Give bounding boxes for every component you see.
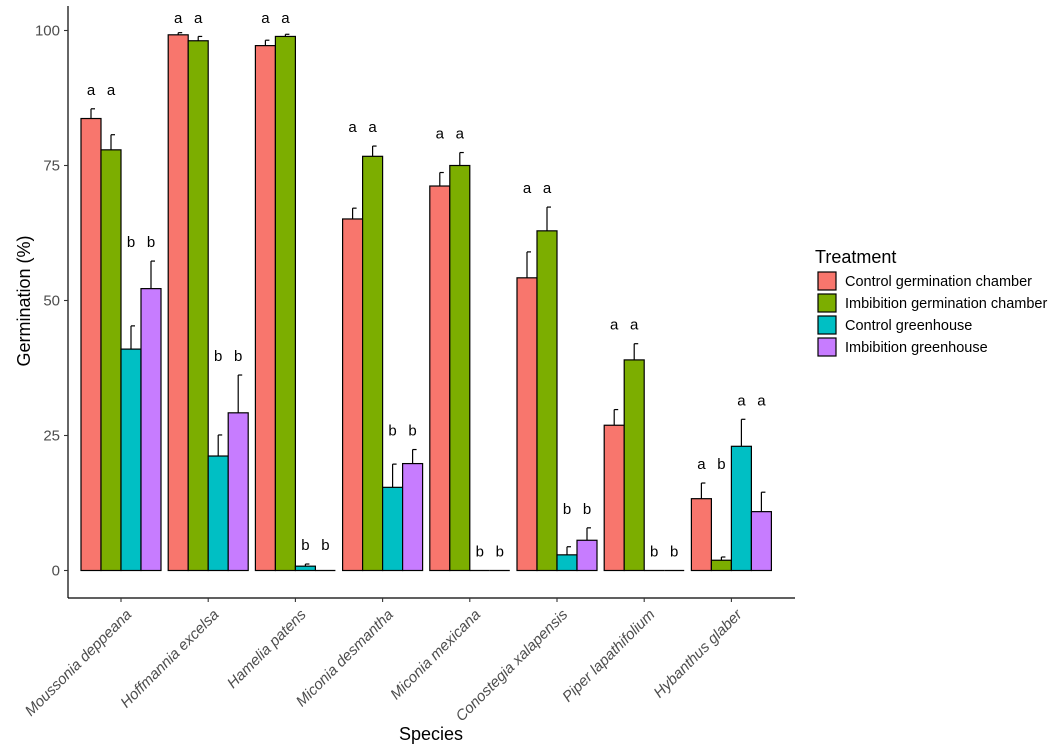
significance-label: b bbox=[214, 348, 222, 365]
significance-label: a bbox=[194, 10, 203, 27]
legend-swatch bbox=[817, 293, 837, 313]
bar bbox=[402, 462, 424, 572]
significance-label: a bbox=[107, 82, 116, 99]
bar bbox=[167, 34, 189, 572]
significance-label: b bbox=[496, 544, 504, 561]
bar bbox=[449, 164, 471, 572]
legend: Treatment Control germination chamber Imb… bbox=[815, 247, 1047, 357]
bar bbox=[556, 554, 578, 572]
bar bbox=[100, 149, 122, 572]
significance-label: a bbox=[630, 317, 639, 334]
y-tick-label: 0 bbox=[52, 563, 60, 580]
significance-labels-layer: a ab ba ab ba ab ba ab ba ab ba ab ba ab ba ba a bbox=[87, 10, 766, 561]
bar bbox=[227, 412, 249, 572]
x-category-label: Miconia desmantha bbox=[293, 606, 397, 710]
significance-label: a bbox=[697, 456, 706, 473]
x-category-label: Hybanthus glaber bbox=[650, 606, 746, 702]
significance-label: a bbox=[456, 126, 465, 143]
bar bbox=[120, 348, 142, 572]
y-tick-label: 75 bbox=[43, 158, 60, 175]
bar bbox=[710, 559, 733, 572]
significance-label: a bbox=[543, 180, 552, 197]
bar bbox=[207, 455, 229, 572]
significance-label: b bbox=[408, 423, 416, 440]
bar bbox=[623, 359, 645, 572]
x-category-label: Hamelia patens bbox=[224, 606, 310, 692]
significance-label: a bbox=[523, 180, 532, 197]
bar bbox=[730, 445, 753, 572]
legend-swatch bbox=[817, 337, 837, 357]
bar bbox=[342, 218, 364, 572]
significance-label: a bbox=[737, 392, 746, 409]
significance-label: a bbox=[261, 10, 270, 27]
significance-label: b bbox=[234, 348, 242, 365]
legend-label: Control greenhouse bbox=[845, 318, 972, 334]
bar bbox=[382, 486, 404, 572]
significance-label: a bbox=[436, 126, 445, 143]
legend-swatch bbox=[817, 271, 837, 291]
y-axis-title: Germination (%) bbox=[14, 235, 34, 366]
bar bbox=[750, 511, 773, 572]
bar bbox=[187, 40, 209, 572]
bar bbox=[536, 230, 558, 572]
significance-label: b bbox=[563, 501, 571, 518]
bar bbox=[690, 498, 713, 572]
significance-label: a bbox=[368, 119, 377, 136]
significance-label: b bbox=[301, 537, 309, 554]
x-category-label: Miconia mexicana bbox=[387, 606, 484, 703]
bar bbox=[603, 424, 625, 572]
legend-label: Imbibition germination chamber bbox=[845, 296, 1047, 312]
bar bbox=[80, 117, 102, 572]
significance-label: b bbox=[670, 544, 678, 561]
significance-label: b bbox=[583, 501, 591, 518]
bar bbox=[362, 155, 384, 572]
significance-label: b bbox=[650, 544, 658, 561]
significance-label: a bbox=[87, 82, 96, 99]
x-category-label: Piper lapathifolium bbox=[559, 606, 658, 705]
significance-label: b bbox=[321, 537, 329, 554]
significance-label: b bbox=[388, 423, 396, 440]
legend-swatch bbox=[817, 315, 837, 335]
y-tick-label: 50 bbox=[43, 293, 60, 310]
significance-label: b bbox=[127, 234, 135, 251]
errorbars-layer bbox=[90, 32, 766, 567]
bars-layer bbox=[80, 34, 773, 572]
significance-label: a bbox=[281, 10, 290, 27]
legend-label: Control germination chamber bbox=[845, 274, 1032, 290]
significance-label: a bbox=[610, 317, 619, 334]
legend-label: Imbibition greenhouse bbox=[845, 340, 988, 356]
significance-label: a bbox=[348, 119, 357, 136]
significance-label: a bbox=[174, 10, 183, 27]
bar bbox=[576, 539, 598, 572]
bar bbox=[294, 565, 316, 572]
significance-label: b bbox=[476, 544, 484, 561]
x-category-label: Moussonia deppeana bbox=[22, 606, 135, 719]
significance-label: a bbox=[757, 392, 766, 409]
bar bbox=[516, 277, 538, 572]
bar bbox=[429, 185, 451, 572]
y-tick-label: 25 bbox=[43, 428, 60, 445]
bar bbox=[140, 288, 162, 572]
bar bbox=[274, 35, 296, 572]
bar bbox=[254, 45, 276, 572]
y-tick-label: 100 bbox=[35, 23, 60, 40]
x-category-label: Hoffmannia excelsa bbox=[117, 606, 222, 711]
significance-label: b bbox=[717, 456, 725, 473]
legend-title: Treatment bbox=[815, 247, 896, 267]
x-axis-title: Species bbox=[399, 724, 463, 744]
significance-label: b bbox=[147, 234, 155, 251]
